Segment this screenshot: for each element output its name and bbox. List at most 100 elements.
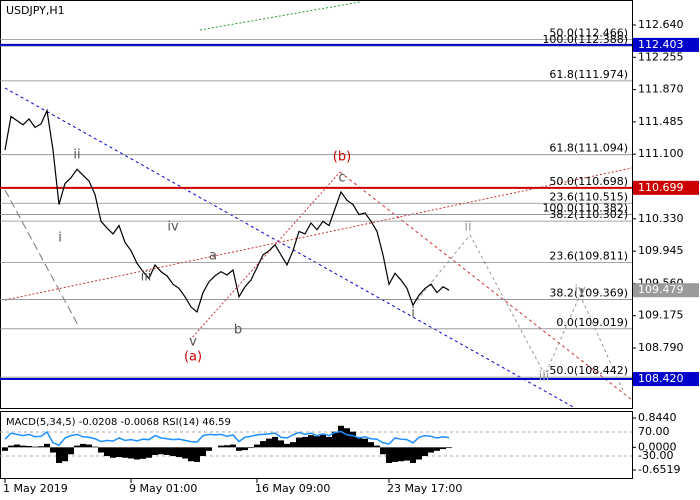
macd-bar [380,447,386,455]
fib-label: 0.0(109.019) [556,316,628,329]
macd-bar [440,447,446,450]
x-tick-label: 23 May 17:00 [387,482,462,495]
macd-bar [308,435,314,448]
rsi-line [4,430,450,447]
y-tick-label: 0.8440 [638,411,677,424]
macd-bar [80,443,86,448]
wave-label: b [234,323,242,338]
price-label: 109.479 [638,283,684,296]
macd-bar [140,447,146,459]
y-tick-label: 0.0000 [638,440,677,453]
macd-bar [416,447,422,460]
trend-line [4,167,633,301]
macd-bar [188,447,194,462]
x-tick-label: 9 May 01:00 [129,482,197,495]
y-tick-label: 108.790 [638,341,684,354]
trend-line [199,1,361,31]
main-pane [0,0,633,409]
wave-line [189,171,341,341]
price-box [633,372,699,387]
macd-bar [74,445,80,448]
wave-label: iii [141,270,152,285]
macd-bar [68,447,74,455]
fib-label: 100.0(110.382) [542,201,628,214]
price-line [4,108,450,313]
macd-bar [128,447,134,459]
fib-label: 38.2(109.369) [549,286,628,299]
fib-label: 50.0(108.442) [549,364,628,377]
fib-label: 100.0(112.388) [542,33,628,46]
y-tick-label: 112.255 [638,50,684,63]
y-tick-label: 109.175 [638,309,684,322]
macd-bar [446,447,452,449]
x-tick-label: 1 May 2019 [3,482,68,495]
wave-label: i [411,306,415,321]
fib-label: 61.8(111.974) [549,68,628,81]
macd-bar [278,440,284,448]
indicator-title: MACD(5,34,5) -0.0208 -0.0068 RSI(14) 46.… [6,417,231,428]
wave-label: iv [167,220,179,235]
price-label: 108.420 [638,372,684,385]
wave-label: iv [574,284,586,299]
fib-label: 23.6(110.515) [549,190,628,203]
macd-bar [392,447,398,462]
forecast-line [412,234,626,396]
macd-bar [260,441,266,448]
macd-bar [38,446,44,448]
macd-bar [422,447,428,457]
fib-label: 38.2(110.302) [549,208,628,221]
fib-label: 50.0(110.698) [549,175,628,188]
price-label: 112.403 [638,38,684,51]
y-tick-label: 110.330 [638,212,684,225]
macd-bar [236,447,242,451]
macd-bar [98,447,104,453]
macd-bar [218,445,224,448]
macd-bar [290,442,296,448]
macd-bar [296,437,302,448]
macd-bar [302,436,308,448]
wave-line [339,171,633,401]
macd-bar [248,447,254,449]
macd-bar [62,447,68,462]
y2-tick-label: 70.00 [638,425,670,438]
macd-bar [404,447,410,461]
wave-label: c [338,171,345,186]
macd-bar [86,444,92,448]
macd-bar [362,438,368,448]
wave-label: iii [539,370,550,385]
macd-bar [314,436,320,448]
trend-line [4,189,79,326]
price-box [633,180,699,195]
y-tick-label: 111.100 [638,147,684,160]
fib-label: 23.6(109.811) [549,249,628,262]
macd-bar [368,442,374,448]
macd-bar [266,438,272,448]
macd-bar [158,447,164,455]
macd-bar [374,445,380,448]
macd-bar [8,445,14,448]
y2-tick-label: -30.00 [638,449,673,462]
fib-label: 50.0(112.466) [549,27,628,40]
wave-label: ii [73,148,80,163]
macd-bar [224,445,230,448]
wave-label: v [189,335,197,350]
price-box [633,37,699,52]
y-tick-label: 112.640 [638,18,684,31]
wave-label: (a) [184,350,202,365]
wave-label: i [58,231,62,246]
macd-bar [14,444,20,448]
macd-bar [410,447,416,463]
macd-bar [242,447,248,451]
macd-bar [356,436,362,448]
macd-bar [50,447,56,453]
macd-bar [350,431,356,448]
macd-bar [56,447,62,463]
macd-bar [122,447,128,458]
price-box [633,283,699,298]
macd-bar [386,447,392,463]
macd-bar [170,447,176,457]
macd-bar [272,436,278,448]
macd-bar [206,447,212,451]
macd-bar [104,447,110,457]
